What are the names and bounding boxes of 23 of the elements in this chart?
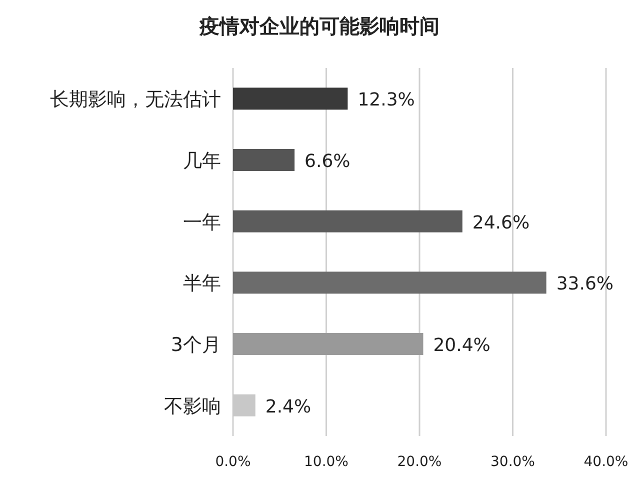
- data-label: 2.4%: [265, 396, 312, 418]
- y-tick-label: 长期影响，无法估计: [50, 88, 221, 111]
- data-label: 33.6%: [556, 274, 614, 295]
- y-tick-label: 半年: [183, 272, 221, 295]
- y-tick-label: 一年: [183, 211, 221, 234]
- x-tick-label: 10.0%: [304, 454, 348, 470]
- x-tick-label: 20.0%: [397, 454, 442, 470]
- x-tick-label: 0.0%: [215, 454, 251, 470]
- bar: [233, 210, 462, 232]
- x-tick-label: 40.0%: [584, 454, 628, 470]
- bar: [233, 272, 546, 294]
- y-tick-label: 几年: [183, 150, 221, 172]
- bar: [233, 149, 295, 171]
- data-label: 6.6%: [304, 151, 350, 172]
- data-label: 12.3%: [358, 90, 415, 111]
- y-tick-label: 不影响: [164, 395, 221, 418]
- chart-title: 疫情对企业的可能影响时间: [198, 14, 440, 38]
- bar: [233, 88, 348, 110]
- x-tick-label: 30.0%: [490, 454, 535, 470]
- bar: [233, 333, 424, 355]
- data-label: 20.4%: [433, 335, 490, 356]
- y-tick-label: 3个月: [170, 334, 221, 356]
- data-label: 24.6%: [472, 212, 530, 234]
